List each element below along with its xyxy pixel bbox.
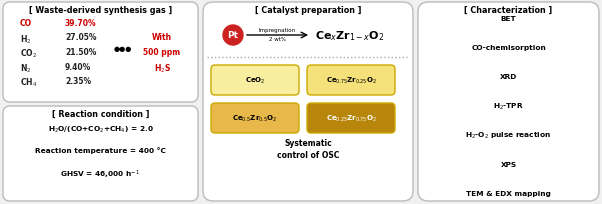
Text: Ce$_{0.25}$Zr$_{0.75}$O$_2$: Ce$_{0.25}$Zr$_{0.75}$O$_2$ [326,113,376,123]
FancyBboxPatch shape [211,66,299,95]
Text: TEM & EDX mapping: TEM & EDX mapping [466,190,551,196]
FancyBboxPatch shape [3,3,198,102]
Text: CO-chemisorption: CO-chemisorption [471,45,546,51]
Text: Ce$_x$Zr$_{1-x}$O$_2$: Ce$_x$Zr$_{1-x}$O$_2$ [315,29,385,43]
FancyBboxPatch shape [3,106,198,201]
Text: Systematic
control of OSC: Systematic control of OSC [277,138,339,160]
Text: [ Reaction condition ]: [ Reaction condition ] [52,110,149,118]
Text: XPS: XPS [500,161,517,167]
Text: ●●●: ●●● [114,46,132,52]
Text: CO$_2$: CO$_2$ [20,48,37,60]
Text: Ce$_{0.75}$Zr$_{0.25}$O$_2$: Ce$_{0.75}$Zr$_{0.25}$O$_2$ [326,75,376,86]
Text: H$_2$: H$_2$ [20,33,31,46]
Text: H$_2$-TPR: H$_2$-TPR [493,101,524,111]
Text: 27.05%: 27.05% [65,33,96,42]
Text: N$_2$: N$_2$ [20,62,31,75]
Text: H$_2$-O$_2$ pulse reaction: H$_2$-O$_2$ pulse reaction [465,130,551,140]
Text: [ Characterization ]: [ Characterization ] [464,6,553,15]
Text: Ce$_{0.5}$Zr$_{0.5}$O$_2$: Ce$_{0.5}$Zr$_{0.5}$O$_2$ [232,113,278,123]
FancyBboxPatch shape [307,103,395,133]
Text: 39.70%: 39.70% [65,19,97,28]
Text: 500 ppm: 500 ppm [143,48,181,57]
FancyBboxPatch shape [418,3,599,201]
Text: CeO$_2$: CeO$_2$ [245,75,265,86]
Text: 9.40%: 9.40% [65,62,92,71]
Text: XRD: XRD [500,74,517,80]
Text: With: With [152,33,172,42]
Text: 2.35%: 2.35% [65,77,91,86]
Text: GHSV = 46,000 h$^{-1}$: GHSV = 46,000 h$^{-1}$ [60,168,140,180]
Text: H$_2$O/(CO+CO$_2$+CH$_4$) = 2.0: H$_2$O/(CO+CO$_2$+CH$_4$) = 2.0 [48,124,154,135]
Text: CO: CO [20,19,32,28]
FancyBboxPatch shape [203,3,413,201]
Text: Reaction temperature = 400 °C: Reaction temperature = 400 °C [35,146,166,153]
Text: [ Catalyst preparation ]: [ Catalyst preparation ] [255,6,361,15]
Text: CH$_4$: CH$_4$ [20,77,37,89]
Text: BET: BET [501,16,517,22]
FancyBboxPatch shape [307,66,395,95]
Text: 2 wt%: 2 wt% [269,37,286,42]
FancyBboxPatch shape [211,103,299,133]
Text: Pt: Pt [228,31,238,40]
Text: 21.50%: 21.50% [65,48,96,57]
Text: Impregnation: Impregnation [259,28,296,33]
Text: [ Waste-derived synthesis gas ]: [ Waste-derived synthesis gas ] [29,6,172,15]
Text: H$_2$S: H$_2$S [154,62,170,75]
Circle shape [223,26,243,46]
